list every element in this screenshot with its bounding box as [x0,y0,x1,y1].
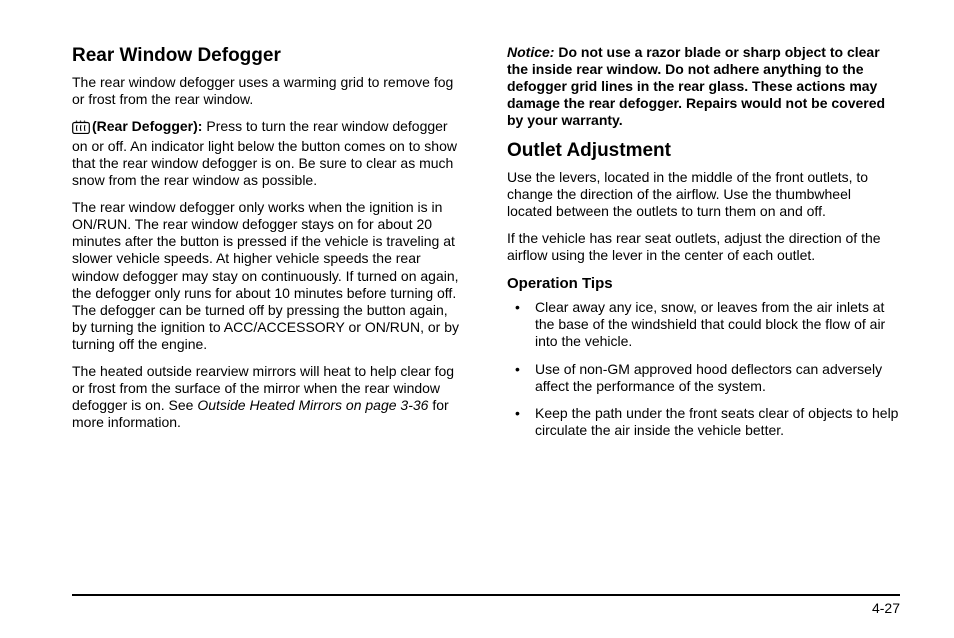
runin-label: (Rear Defogger): [92,118,202,134]
paragraph: Use the levers, located in the middle of… [507,169,900,220]
notice-label: Notice: [507,44,554,60]
paragraph: (Rear Defogger): Press to turn the rear … [72,118,465,189]
page-number: 4-27 [72,600,900,616]
notice-paragraph: Notice: Do not use a razor blade or shar… [507,44,900,129]
paragraph: The heated outside rearview mirrors will… [72,363,465,431]
right-column: Notice: Do not use a razor blade or shar… [507,44,900,449]
paragraph: If the vehicle has rear seat outlets, ad… [507,230,900,264]
rear-defogger-icon [72,120,90,138]
heading-operation-tips: Operation Tips [507,275,900,294]
two-column-layout: Rear Window Defogger The rear window def… [72,44,900,449]
notice-text: Do not use a razor blade or sharp object… [507,44,885,128]
page: Rear Window Defogger The rear window def… [0,0,954,638]
list-item: Keep the path under the front seats clea… [507,405,900,439]
paragraph: The rear window defogger uses a warming … [72,74,465,108]
list-item: Clear away any ice, snow, or leaves from… [507,299,900,350]
tips-list: Clear away any ice, snow, or leaves from… [507,299,900,439]
footer-rule [72,594,900,596]
paragraph: The rear window defogger only works when… [72,199,465,353]
heading-rear-window-defogger: Rear Window Defogger [72,44,465,68]
left-column: Rear Window Defogger The rear window def… [72,44,465,449]
heading-outlet-adjustment: Outlet Adjustment [507,139,900,163]
page-footer: 4-27 [72,594,900,616]
list-item: Use of non-GM approved hood deflectors c… [507,361,900,395]
cross-reference: Outside Heated Mirrors on page 3-36 [197,397,428,413]
